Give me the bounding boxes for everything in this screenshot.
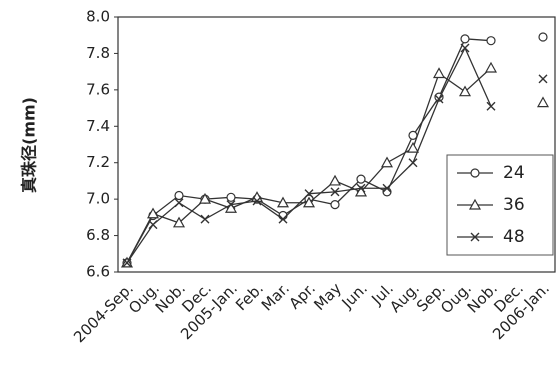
marker: [536, 96, 550, 108]
x-tick-label: Apr.: [286, 279, 319, 312]
marker: [278, 214, 288, 224]
marker: [470, 232, 480, 242]
y-tick-label: 7.8: [86, 44, 110, 62]
marker: [122, 258, 132, 268]
marker: [302, 196, 316, 208]
x-tick-label: Jun.: [338, 279, 371, 312]
marker: [432, 67, 446, 79]
marker: [198, 192, 212, 204]
marker: [174, 190, 184, 201]
marker: [538, 32, 548, 42]
marker: [470, 168, 480, 178]
marker: [380, 156, 394, 168]
marker: [460, 34, 470, 44]
marker: [486, 101, 496, 111]
marker: [382, 183, 392, 193]
marker: [330, 200, 340, 210]
y-axis-label: 真珠径(mm): [20, 97, 39, 193]
marker: [226, 192, 236, 202]
marker: [468, 198, 482, 210]
marker: [538, 74, 548, 84]
y-tick-label: 7.6: [86, 80, 110, 98]
marker: [252, 196, 262, 206]
marker: [304, 189, 314, 199]
marker: [146, 207, 160, 219]
y-tick-label: 6.8: [86, 226, 110, 244]
marker: [408, 158, 418, 168]
y-tick-label: 7.4: [86, 117, 110, 135]
y-tick-label: 7.0: [86, 190, 110, 208]
marker: [406, 141, 420, 153]
marker: [458, 85, 472, 97]
marker: [148, 220, 158, 230]
y-tick-label: 6.6: [86, 263, 110, 281]
marker: [226, 200, 236, 210]
marker: [276, 196, 290, 208]
marker: [460, 43, 470, 53]
marker: [434, 94, 444, 104]
marker: [174, 198, 184, 208]
marker: [172, 216, 186, 228]
x-tick-label: 2004-Sep.: [70, 279, 137, 346]
plot-frame: [117, 16, 556, 273]
y-tick-label: 8.0: [86, 8, 110, 26]
legend-label: 48: [503, 227, 525, 247]
marker: [484, 61, 498, 73]
marker: [356, 183, 366, 193]
marker: [330, 187, 340, 197]
legend-label: 36: [503, 195, 525, 215]
marker: [328, 174, 342, 186]
marker: [486, 36, 496, 46]
marker: [200, 214, 210, 224]
y-tick-label: 7.2: [86, 153, 110, 171]
legend-label: 24: [503, 163, 525, 183]
marker: [356, 174, 366, 184]
